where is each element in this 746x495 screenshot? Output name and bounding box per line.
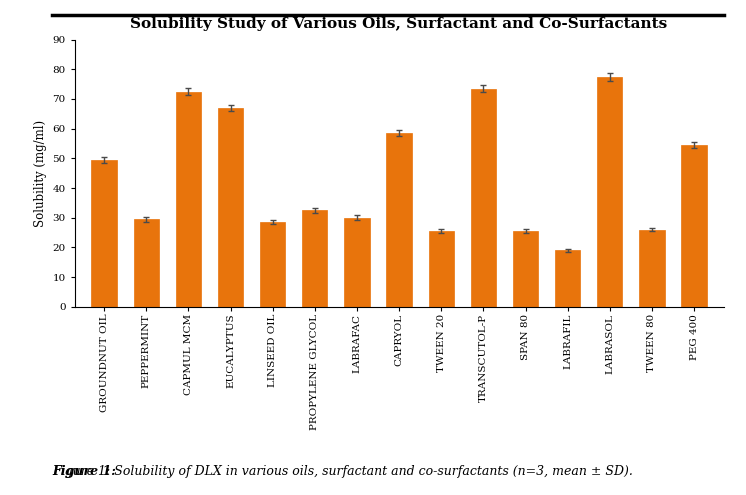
Y-axis label: Solubility (mg/ml): Solubility (mg/ml) (34, 120, 47, 227)
Text: Figure 1:: Figure 1: (52, 465, 116, 478)
Bar (513, 231, 538, 307)
Bar (386, 133, 412, 307)
Bar (92, 160, 116, 307)
Bar (176, 92, 201, 307)
Bar (218, 108, 243, 307)
Bar (682, 145, 706, 307)
Bar (345, 218, 369, 307)
Bar (471, 89, 496, 307)
Text: Figure 1: Solubility of DLX in various oils, surfactant and co-surfactants (n=3,: Figure 1: Solubility of DLX in various o… (52, 465, 633, 478)
Bar (302, 210, 327, 307)
Bar (555, 250, 580, 307)
Bar (639, 230, 665, 307)
Bar (134, 219, 159, 307)
Bar (598, 77, 622, 307)
Bar (260, 222, 285, 307)
Title: Solubility Study of Various Oils, Surfactant and Co-Surfactants: Solubility Study of Various Oils, Surfac… (131, 17, 668, 32)
Bar (429, 231, 454, 307)
